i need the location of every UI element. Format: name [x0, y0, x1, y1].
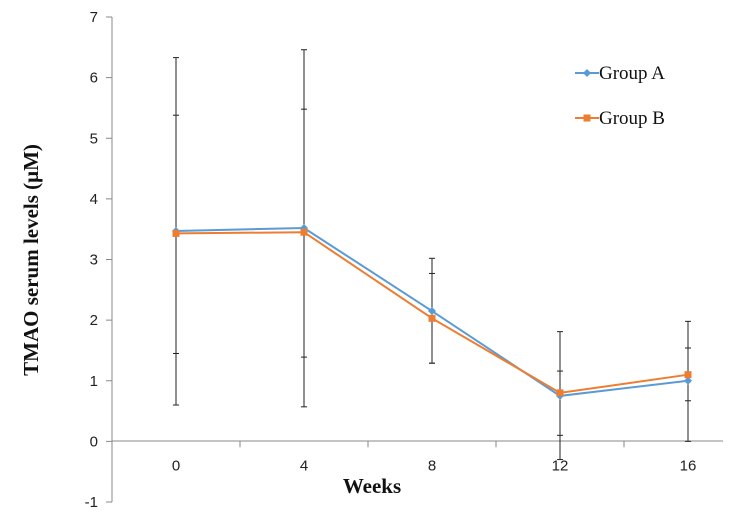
- y-tick-label: 2: [90, 312, 98, 329]
- y-axis-title: TMAO serum levels (μM): [19, 144, 43, 376]
- y-axis-ticks: -1 0 1 2 3 4 5 6 7: [85, 9, 112, 511]
- y-tick-label: -1: [85, 494, 98, 511]
- series-markers: [172, 223, 692, 400]
- legend-marker: [583, 69, 591, 77]
- y-tick-label: 1: [90, 373, 98, 390]
- x-tick-label: 12: [552, 457, 569, 474]
- x-tick-label: 0: [172, 457, 180, 474]
- x-tick-label: 8: [428, 457, 436, 474]
- x-tick-label: 4: [300, 457, 308, 474]
- x-axis-title: Weeks: [343, 474, 401, 498]
- data-point: [684, 376, 692, 385]
- x-axis-ticks: 0 4 8 12 16: [111, 441, 697, 474]
- legend-label: Group B: [599, 108, 665, 129]
- data-point: [684, 371, 692, 379]
- x-tick-label: 16: [680, 457, 697, 474]
- legend-label: Group A: [599, 63, 665, 84]
- y-tick-label: 5: [90, 130, 98, 147]
- y-tick-label: 3: [90, 252, 98, 269]
- data-point: [428, 314, 436, 322]
- data-point: [300, 228, 308, 236]
- y-tick-label: 7: [90, 9, 98, 26]
- legend: Group A Group B: [575, 63, 665, 129]
- y-tick-label: 0: [90, 433, 98, 450]
- data-point: [172, 229, 180, 237]
- legend-marker: [583, 114, 591, 122]
- y-tick-label: 6: [90, 70, 98, 87]
- data-point: [556, 389, 564, 397]
- y-tick-label: 4: [90, 191, 98, 208]
- data-point: [428, 307, 436, 316]
